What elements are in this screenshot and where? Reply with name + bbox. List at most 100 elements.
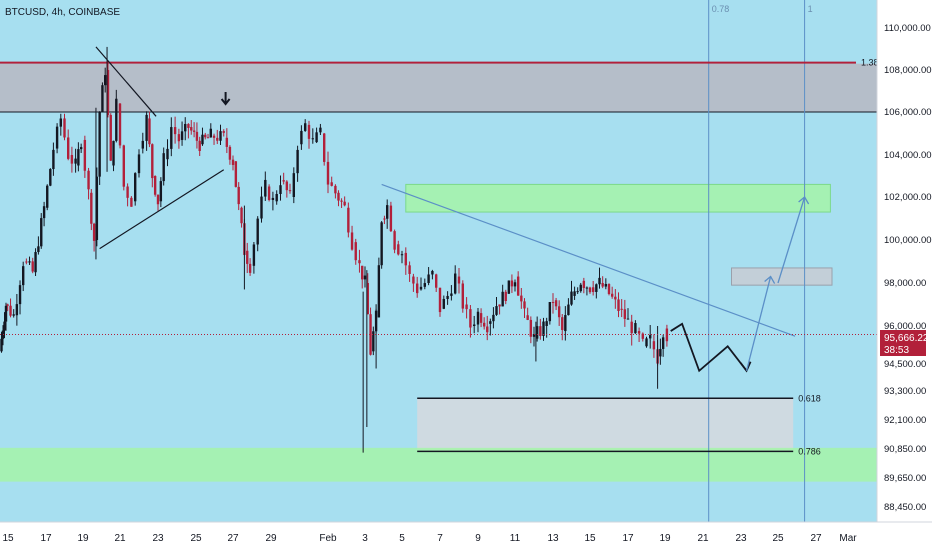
price-axis[interactable]: 110,000.00 108,000.00 106,000.00 104,000.00…: [876, 0, 932, 550]
candle-body: [529, 319, 533, 337]
candle-body: [180, 131, 184, 140]
candle-body: [465, 304, 468, 310]
candle-body: [209, 128, 212, 138]
price-tick-label: 98,000.00: [884, 278, 926, 289]
projection-arrow-line: [745, 276, 772, 371]
candle-body: [275, 193, 278, 202]
candle-body: [513, 282, 517, 287]
candle-body: [271, 197, 275, 201]
candle-body: [87, 170, 90, 190]
candle-body: [427, 274, 430, 283]
time-axis[interactable]: 15 17 19 21 23 25 27 29 Feb 3 5 7 9 11 13 15 17 19 21 23 25 2…: [0, 521, 932, 550]
descending-trendline: [381, 183, 796, 337]
candle-body: [350, 232, 354, 250]
fib-level-label: 1.38: [861, 58, 879, 68]
candle-body: [195, 131, 199, 141]
candle-body: [539, 326, 542, 336]
candle-body: [661, 337, 665, 349]
candle-body: [52, 149, 55, 170]
candle-body: [532, 334, 536, 337]
candle-body: [623, 309, 627, 319]
candle-body: [366, 283, 369, 315]
candle-body: [461, 283, 464, 309]
candle-body: [134, 173, 137, 202]
candle-body: [326, 161, 330, 185]
projection-arrow-head: [798, 196, 810, 205]
candle-body: [77, 149, 80, 166]
candle-body: [595, 284, 598, 292]
candle-body: [173, 127, 177, 135]
candle-body: [49, 169, 52, 186]
candle-body: [354, 242, 357, 261]
support-band: [0, 447, 877, 482]
candle-body: [557, 306, 561, 318]
candle-body: [59, 118, 62, 127]
candle-body: [598, 277, 601, 285]
candle-body: [573, 291, 576, 296]
candle-body: [304, 123, 307, 131]
candle-body: [551, 302, 555, 304]
candle-body: [617, 299, 620, 311]
price-tick-label: 96,000.00: [884, 321, 926, 332]
candle-body: [564, 315, 567, 332]
candle-body: [0, 338, 3, 352]
fib-top-label: 0.78: [712, 4, 730, 14]
price-tick-label: 100,000.00: [884, 235, 932, 246]
candle-body: [510, 280, 514, 287]
arrow-down-icon-head: [220, 98, 231, 106]
candle-body: [361, 265, 364, 280]
time-tick-label: 19: [77, 533, 89, 544]
candle-body: [42, 206, 46, 219]
candle-body: [311, 138, 314, 140]
candle-body: [454, 273, 457, 294]
time-tick-label: 25: [772, 533, 784, 544]
candle-body: [431, 270, 434, 275]
candle-body: [148, 118, 151, 145]
candle-body: [377, 265, 381, 318]
candle-body: [438, 287, 442, 313]
candle-body: [95, 176, 99, 240]
candle-body: [106, 70, 110, 115]
candle-body: [479, 313, 483, 323]
price-tick-label: 93,300.00: [884, 386, 926, 397]
price-tick-label: 90,850.00: [884, 444, 926, 455]
price-tick-label: 88,450.00: [884, 502, 926, 513]
candle-body: [626, 318, 630, 320]
candle-body: [400, 254, 404, 256]
candle-body: [170, 127, 173, 149]
candle-body: [264, 179, 267, 197]
candle-body: [397, 244, 400, 255]
price-tick-label: 94,500.00: [884, 359, 926, 370]
candle-body: [18, 285, 22, 305]
candle-body: [641, 333, 644, 339]
time-tick-label: 21: [697, 533, 709, 544]
candle-body: [501, 291, 504, 307]
candle-body: [212, 135, 216, 138]
price-tick-label: 106,000.00: [884, 107, 932, 118]
time-tick-label: 25: [190, 533, 202, 544]
fib-top-label: 1: [808, 4, 813, 14]
price-tick-label: 102,000.00: [884, 192, 932, 203]
time-tick-label: 27: [810, 533, 822, 544]
candle-body: [237, 186, 240, 205]
candle-body: [201, 134, 204, 145]
candle-body: [70, 155, 74, 164]
candle-body: [548, 302, 552, 322]
candle-body: [285, 181, 289, 191]
last-price-box: 95,666.22 38:53: [880, 330, 929, 356]
candle-body: [579, 284, 582, 292]
time-tick-label: 19: [659, 533, 671, 544]
candle-body: [649, 335, 652, 339]
candle-body: [9, 305, 12, 316]
candle-body: [292, 173, 295, 197]
time-tick-label: 7: [437, 533, 443, 544]
price-axis-bg: [877, 0, 932, 550]
time-tick-label: 29: [265, 533, 277, 544]
candle-body: [476, 311, 480, 325]
candle-body: [372, 331, 375, 352]
candle-body: [198, 140, 201, 151]
candle-body: [46, 185, 49, 208]
candles-layer: [0, 46, 669, 453]
candle-body: [25, 261, 28, 263]
